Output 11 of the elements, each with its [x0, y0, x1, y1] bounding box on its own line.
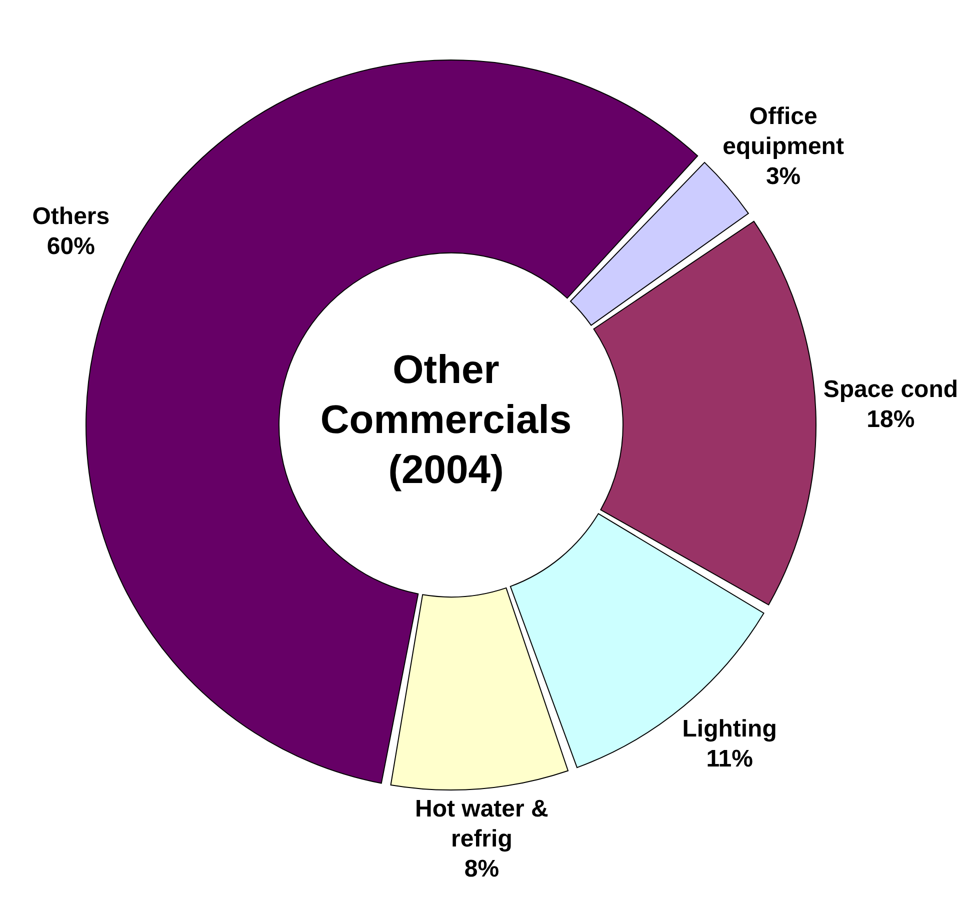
slice-label: Lighting [682, 715, 777, 742]
slice-label: Others [32, 202, 110, 230]
text: Other Commercials (2004) [320, 348, 572, 492]
slice-label: Space cond [823, 375, 958, 402]
data-label: 8% [464, 855, 500, 882]
slice-label: Hot water & refrig [415, 795, 548, 852]
data-label: 3% [766, 162, 801, 190]
slice-label: Office equipment [722, 102, 844, 160]
data-label: 18% [866, 405, 915, 432]
data-label: 11% [706, 745, 753, 772]
data-label: 60% [46, 232, 95, 260]
